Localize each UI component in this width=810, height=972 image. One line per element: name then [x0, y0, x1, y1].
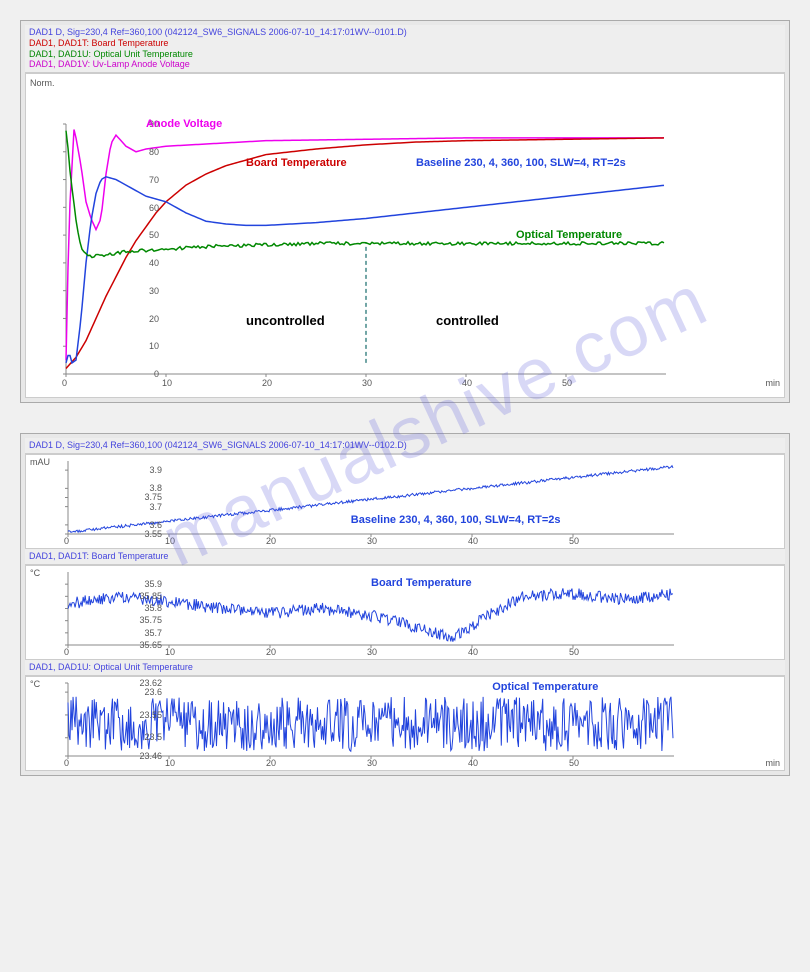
ytick-label: 35.9: [144, 579, 162, 589]
ytick-label: 3.75: [144, 492, 162, 502]
ytick-label: 35.8: [144, 603, 162, 613]
xtick-label: 50: [569, 536, 579, 546]
ytick-label: 23.55: [139, 710, 162, 720]
xtick-label: 30: [362, 378, 372, 388]
chart1-header-line: DAD1 D, Sig=230,4 Ref=360,100 (042124_SW…: [29, 27, 781, 38]
ytick-label: 3.9: [149, 465, 162, 475]
ytick-label: 60: [149, 203, 159, 213]
xtick-label: 30: [367, 536, 377, 546]
ytick-label: 23.6: [144, 687, 162, 697]
xtick-label: 0: [62, 378, 67, 388]
chart1-ylabel: Norm.: [30, 78, 55, 88]
ytick-label: 35.85: [139, 591, 162, 601]
board-temp-panel: 35.65 35.7 35.75 35.8 35.85 35.9 0 10 20 30 40 50 °C…: [25, 565, 785, 660]
region-label: controlled: [436, 313, 499, 328]
xtick-label: 50: [569, 758, 579, 768]
ytick-label: 3.6: [149, 520, 162, 530]
chart1-header: DAD1 D, Sig=230,4 Ref=360,100 (042124_SW…: [25, 25, 785, 73]
xtick-label: 40: [468, 647, 478, 657]
chart1-header-line: DAD1, DAD1V: Uv-Lamp Anode Voltage: [29, 59, 781, 70]
xtick-label: 30: [367, 758, 377, 768]
ytick-label: 35.75: [139, 615, 162, 625]
chart1-plot: 010203040506070809001020304050Norm.minAn…: [25, 73, 785, 398]
panel-annotation: Board Temperature: [371, 577, 472, 589]
annotation: Optical Temperature: [516, 229, 622, 241]
panel-header: DAD1, DAD1U: Optical Unit Temperature: [29, 662, 781, 673]
xtick-label: 10: [165, 758, 175, 768]
chart1-xlabel: min: [765, 378, 780, 388]
panel-xlabel: min: [765, 758, 780, 768]
xtick-label: 0: [64, 758, 69, 768]
xtick-label: 20: [266, 647, 276, 657]
xtick-label: 20: [266, 536, 276, 546]
xtick-label: 10: [165, 536, 175, 546]
xtick-label: 50: [569, 647, 579, 657]
xtick-label: 40: [462, 378, 472, 388]
xtick-label: 20: [266, 758, 276, 768]
region-label: uncontrolled: [246, 313, 325, 328]
xtick-label: 10: [165, 647, 175, 657]
panel-header: DAD1, DAD1T: Board Temperature: [29, 551, 781, 562]
optical-temp-panel: 23.46 23.5 23.55 23.623.62 0 10 20 30 40 50 °C min O…: [25, 676, 785, 771]
xtick-label: 10: [162, 378, 172, 388]
ytick-label: 35.7: [144, 628, 162, 638]
annotation: Board Temperature: [246, 157, 347, 169]
annotation: Baseline 230, 4, 360, 100, SLW=4, RT=2s: [416, 157, 626, 169]
chart2-container: DAD1 D, Sig=230,4 Ref=360,100 (042124_SW…: [20, 433, 790, 775]
chart1-container: DAD1 D, Sig=230,4 Ref=360,100 (042124_SW…: [20, 20, 790, 403]
panel-series: [68, 696, 673, 751]
xtick-label: 40: [468, 536, 478, 546]
panel-annotation: Baseline 230, 4, 360, 100, SLW=4, RT=2s: [351, 514, 561, 526]
chart1-header-line: DAD1, DAD1T: Board Temperature: [29, 38, 781, 49]
ytick-label: 50: [149, 230, 159, 240]
ytick-label: 70: [149, 175, 159, 185]
ytick-label: 3.8: [149, 483, 162, 493]
panel-ylabel: °C: [30, 568, 40, 578]
xtick-label: 30: [367, 647, 377, 657]
ytick-label: 10: [149, 341, 159, 351]
ytick-label: 80: [149, 147, 159, 157]
ytick-label: 23.46: [139, 751, 162, 761]
panel-ylabel: mAU: [30, 457, 50, 467]
xtick-label: 0: [64, 647, 69, 657]
ytick-label: 0: [154, 369, 159, 379]
series-board-temperature: [66, 138, 664, 369]
xtick-label: 20: [262, 378, 272, 388]
baseline-panel: 3.553.6 3.73.753.8 3.9 0 10 20 30 40 50 mAU Baseli…: [25, 454, 785, 549]
xtick-label: 40: [468, 758, 478, 768]
annotation: Anode Voltage: [146, 118, 222, 130]
ytick-label: 20: [149, 314, 159, 324]
panel-ylabel: °C: [30, 679, 40, 689]
ytick-label: 23.62: [139, 678, 162, 688]
ytick-label: 40: [149, 258, 159, 268]
ytick-label: 3.7: [149, 502, 162, 512]
ytick-label: 3.55: [144, 529, 162, 539]
ytick-label: 35.65: [139, 640, 162, 650]
ytick-label: 30: [149, 286, 159, 296]
panel-annotation: Optical Temperature: [492, 681, 598, 693]
panel-header: DAD1 D, Sig=230,4 Ref=360,100 (042124_SW…: [29, 440, 781, 451]
ytick-label: 23.5: [144, 732, 162, 742]
xtick-label: 0: [64, 536, 69, 546]
xtick-label: 50: [562, 378, 572, 388]
chart1-header-line: DAD1, DAD1U: Optical Unit Temperature: [29, 49, 781, 60]
